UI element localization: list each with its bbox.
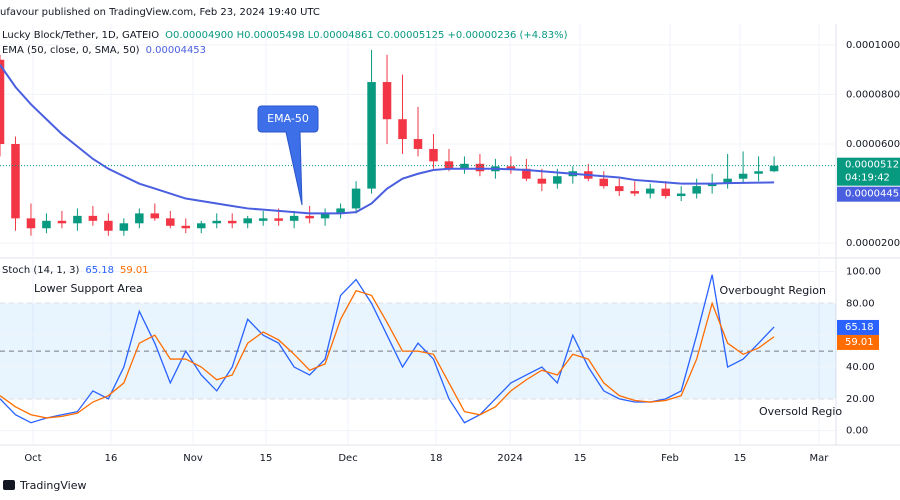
candle-body (258, 218, 268, 221)
x-tick-label: Mar (810, 453, 830, 464)
x-tick-label: 15 (574, 453, 587, 464)
candle-body (537, 178, 547, 184)
candle-body (73, 215, 82, 224)
x-tick-label: 15 (260, 453, 273, 464)
y-tick-label: 20.00 (846, 394, 875, 405)
ema-line (0, 64, 775, 215)
ema-legend-value: 0.00004453 (146, 45, 206, 56)
candle-body (320, 213, 330, 219)
ema-legend: EMA (50, close, 0, SMA, 50) (2, 45, 140, 56)
x-tick-label: 2024 (497, 453, 522, 464)
candle-body (676, 193, 686, 197)
footer: TradingView (3, 479, 86, 492)
candle-body (11, 144, 20, 219)
candle-body (197, 223, 206, 229)
candle-body (367, 82, 376, 189)
stoch-legend-value: 59.01 (120, 265, 149, 276)
candle-body (305, 215, 314, 219)
y-tick-label: 100.00 (846, 267, 881, 278)
chart-title: Lucky Block/Tether, 1D, GATEIO (2, 30, 159, 41)
x-tick-label: Dec (338, 453, 357, 464)
candle-body (553, 176, 562, 184)
candle-body (769, 165, 779, 172)
candle-body (738, 173, 748, 179)
candle-body (707, 183, 717, 187)
stoch-label: 65.18 (845, 322, 874, 333)
countdown-label: 04:19:42 (845, 173, 890, 184)
candle-body (754, 171, 763, 174)
candle-body (645, 188, 655, 194)
candle-body (599, 178, 609, 187)
candle-body (119, 223, 129, 231)
candle-body (150, 213, 160, 219)
stoch-line (0, 289, 775, 419)
candle-body (227, 220, 237, 224)
candle-body (429, 148, 438, 162)
candle-body (166, 218, 175, 226)
logo (3, 480, 15, 490)
candle-body (444, 161, 454, 169)
candle-body (243, 218, 252, 224)
candle-body (522, 168, 531, 179)
x-tick-label: 18 (430, 453, 443, 464)
candle-body (382, 82, 392, 120)
candle-body (289, 215, 299, 221)
candle-body (723, 178, 732, 184)
candle-body (615, 186, 624, 192)
x-tick-label: Nov (183, 453, 203, 464)
candle-body (26, 218, 36, 229)
annotation: Lower Support Area (34, 282, 143, 295)
candle-body (135, 213, 144, 224)
candle-body (181, 225, 191, 229)
y-tick-label: 0.00 (846, 426, 868, 437)
candle-body (336, 208, 345, 214)
ema-label-box (837, 186, 900, 202)
candle-body (413, 139, 423, 149)
callout-text: EMA-50 (267, 112, 309, 125)
candle-body (475, 163, 485, 172)
stoch-legend: Stoch (14, 1, 3) (2, 265, 79, 276)
candle-body (460, 163, 469, 169)
candle-body (212, 220, 221, 224)
stoch-label-box (837, 334, 879, 350)
ema-label: 0.00004453 (845, 189, 900, 200)
price-label: 0.00005125 (845, 160, 900, 171)
published-line: ufavour published on TradingView.com, Fe… (0, 7, 320, 18)
candle-body (661, 188, 670, 197)
candle-body (692, 186, 701, 194)
price-label-box (837, 157, 900, 186)
x-tick-label: Oct (24, 453, 41, 464)
candle-body (0, 59, 5, 144)
candle-body (57, 220, 67, 224)
callout-shape (257, 105, 319, 206)
ohlc-readout: O0.00004900 H0.00005498 L0.00004861 C0.0… (165, 30, 567, 41)
candle-body (274, 218, 283, 221)
stoch-legend-value: 65.18 (85, 265, 114, 276)
annotation: Overbought Region (719, 284, 826, 297)
candle-body (398, 119, 407, 140)
candle-body (88, 215, 98, 221)
candle-body (351, 188, 361, 209)
candle-body (630, 191, 639, 194)
footer-brand: TradingView (19, 479, 86, 492)
y-tick-label: 40.00 (846, 362, 875, 373)
candle-body (104, 220, 113, 231)
x-tick-label: 15 (734, 453, 747, 464)
stoch-label: 59.01 (845, 337, 874, 348)
annotation: Oversold Regio (759, 405, 842, 418)
y-tick-label: 80.00 (846, 298, 875, 309)
x-tick-label: Feb (661, 453, 679, 464)
x-tick-label: 16 (105, 453, 118, 464)
stoch-label-box (837, 319, 879, 335)
candle-body (42, 220, 51, 229)
candle-body (506, 166, 516, 169)
